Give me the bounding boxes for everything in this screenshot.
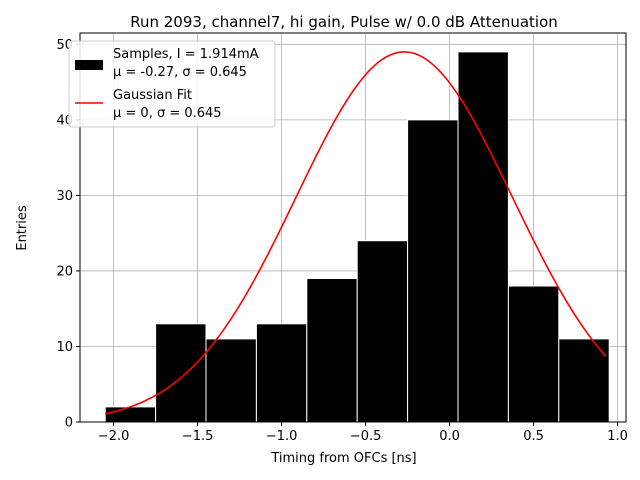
histogram-bar bbox=[356, 240, 409, 423]
x-tick-label: 1.0 bbox=[607, 429, 628, 444]
x-axis-label: Timing from OFCs [ns] bbox=[270, 451, 416, 466]
y-tick-label: 0 bbox=[65, 416, 73, 431]
legend: Samples, I = 1.914mA μ = -0.27, σ = 0.64… bbox=[68, 40, 276, 128]
x-tick-label: −0.5 bbox=[350, 429, 382, 444]
legend-samples-swatch bbox=[75, 60, 103, 70]
legend-samples-stats: μ = -0.27, σ = 0.645 bbox=[113, 65, 247, 80]
histogram-bar bbox=[558, 338, 610, 423]
legend-samples-label: Samples, I = 1.914mA bbox=[113, 47, 259, 62]
y-tick-label: 30 bbox=[56, 189, 73, 204]
histogram-bars bbox=[104, 51, 610, 423]
legend-fit-stats: μ = 0, σ = 0.645 bbox=[113, 106, 222, 121]
x-tick-label: 0.5 bbox=[523, 429, 544, 444]
x-axis-ticks: −2.0 −1.5 −1.0 −0.5 0.0 0.5 1.0 bbox=[98, 422, 628, 444]
histogram-bar bbox=[306, 277, 358, 423]
histogram-bar bbox=[507, 285, 560, 423]
histogram-bar bbox=[205, 338, 257, 423]
x-tick-label: −1.5 bbox=[182, 429, 214, 444]
y-tick-label: 20 bbox=[56, 264, 73, 279]
histogram-bar bbox=[255, 323, 308, 423]
x-tick-label: −2.0 bbox=[98, 429, 130, 444]
x-tick-label: −1.0 bbox=[266, 429, 298, 444]
histogram-bar bbox=[407, 119, 459, 423]
chart-title: Run 2093, channel7, hi gain, Pulse w/ 0.… bbox=[130, 13, 558, 31]
histogram-bar bbox=[155, 323, 207, 423]
legend-frame bbox=[68, 40, 276, 128]
plot-frame bbox=[79, 32, 627, 423]
gaussian-fit-line bbox=[105, 51, 607, 415]
legend-fit-label: Gaussian Fit bbox=[113, 88, 192, 103]
histogram-bar bbox=[104, 406, 157, 423]
histogram-bar bbox=[457, 51, 509, 423]
x-tick-label: 0.0 bbox=[439, 429, 460, 444]
y-tick-label: 10 bbox=[56, 340, 73, 355]
y-axis-label: Entries bbox=[15, 205, 30, 251]
